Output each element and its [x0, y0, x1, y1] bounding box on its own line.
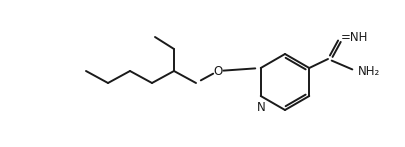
Text: N: N [256, 101, 264, 114]
Text: O: O [213, 65, 222, 77]
Text: NH₂: NH₂ [357, 65, 379, 77]
Text: =NH: =NH [340, 30, 367, 44]
